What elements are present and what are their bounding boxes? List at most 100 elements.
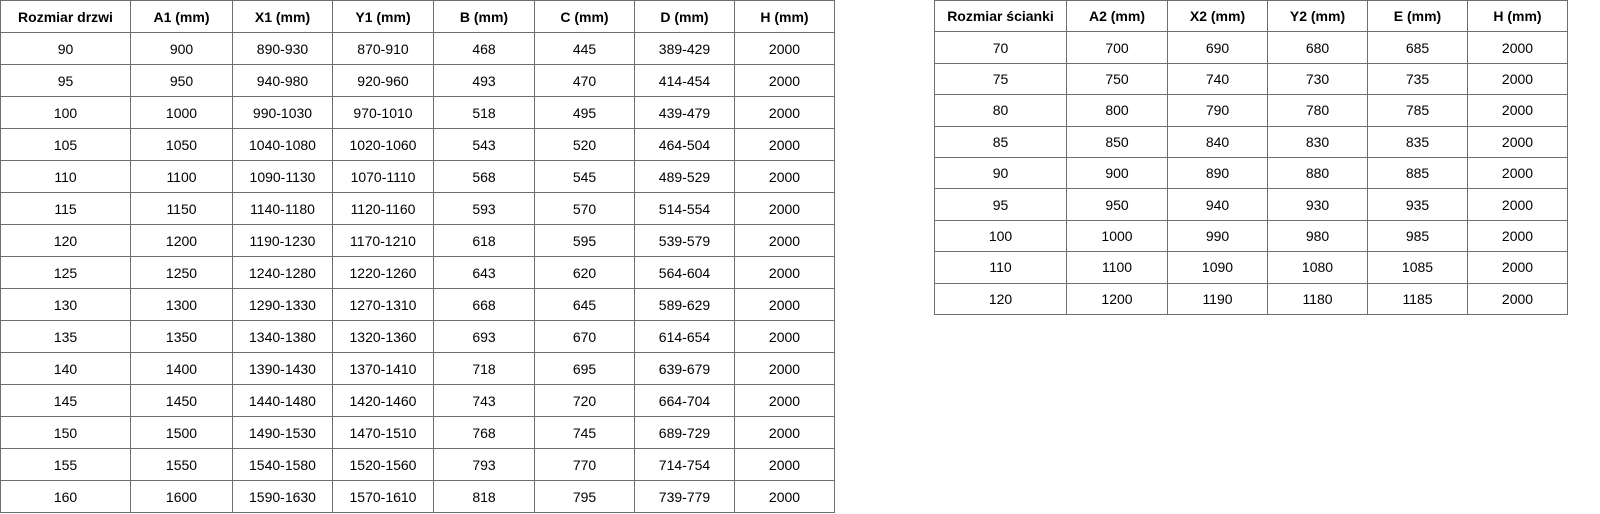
table-cell: 714-754 [634,448,735,481]
table-cell: 668 [433,288,535,321]
table-cell: 2000 [1467,62,1568,96]
table-cell: 693 [433,320,535,353]
table-cell: 1220-1260 [332,256,434,289]
table-cell: 100 [934,219,1067,253]
table-cell: 990 [1167,219,1268,253]
table-cell: 680 [1267,31,1368,64]
table-cell: 690 [1167,31,1268,64]
column-header: H (mm) [1467,0,1568,33]
table-row: 150 1500 1490-1530 1470-1510 768 745 689-729 20… [0,416,835,449]
column-header: Y1 (mm) [332,0,434,33]
table-cell: 564-604 [634,256,735,289]
table-cell: 1520-1560 [332,448,434,481]
table-cell: 850 [1066,125,1168,158]
table-cell: 645 [534,288,635,321]
table-cell: 2000 [1467,94,1568,127]
table-cell: 743 [433,384,535,417]
table-cell: 2000 [734,320,835,353]
table-cell: 568 [433,160,535,193]
table-row: 90 900 890 880 885 2000 [934,156,1568,190]
table-cell: 1070-1110 [332,160,434,193]
table-row: 160 1600 1590-1630 1570-1610 818 795 739-779 20… [0,480,835,513]
table-cell: 670 [534,320,635,353]
table-cell: 1150 [130,192,233,225]
table-cell: 790 [1167,94,1268,127]
table-cell: 1240-1280 [232,256,333,289]
table-cell: 389-429 [634,32,735,65]
table-cell: 543 [433,128,535,161]
table-cell: 970-1010 [332,96,434,129]
table-cell: 930 [1267,188,1368,221]
table-cell: 120 [934,282,1067,315]
table-cell: 495 [534,96,635,129]
table-cell: 160 [0,480,131,513]
table-cell: 785 [1367,94,1468,127]
column-header: E (mm) [1367,0,1468,33]
table-cell: 793 [433,448,535,481]
table-cell: 614-654 [634,320,735,353]
table-cell: 639-679 [634,352,735,385]
table-cell: 520 [534,128,635,161]
table-cell: 70 [934,31,1067,64]
table-cell: 2000 [1467,31,1568,64]
table-cell: 900 [1066,156,1168,190]
table-cell: 730 [1267,62,1368,96]
table-cell: 105 [0,128,131,161]
table-cell: 1600 [130,480,233,513]
table-cell: 2000 [734,64,835,97]
table-cell: 595 [534,224,635,257]
table-row: 95 950 940 930 935 2000 [934,188,1568,221]
table-cell: 980 [1267,219,1368,253]
table-cell: 1490-1530 [232,416,333,449]
table-cell: 1120-1160 [332,192,434,225]
table-cell: 589-629 [634,288,735,321]
table-cell: 1000 [1066,219,1168,253]
table-cell: 695 [534,352,635,385]
table-cell: 685 [1367,31,1468,64]
table-cell: 1550 [130,448,233,481]
table-cell: 2000 [1467,282,1568,315]
column-header: Y2 (mm) [1267,0,1368,33]
table-cell: 745 [534,416,635,449]
table-cell: 1085 [1367,251,1468,284]
table-cell: 2000 [734,288,835,321]
table-cell: 2000 [1467,156,1568,190]
table-cell: 2000 [734,352,835,385]
door-size-table: Rozmiar drzwi A1 (mm) X1 (mm) Y1 (mm) B (mm)… [0,0,835,513]
table-cell: 1300 [130,288,233,321]
table-cell: 470 [534,64,635,97]
table-cell: 1270-1310 [332,288,434,321]
table-cell: 739-779 [634,480,735,513]
table-cell: 780 [1267,94,1368,127]
table-cell: 518 [433,96,535,129]
table-cell: 539-579 [634,224,735,257]
table-row: 105 1050 1040-1080 1020-1060 543 520 464-504 20… [0,128,835,161]
table-cell: 890 [1167,156,1268,190]
table-cell: 2000 [734,416,835,449]
table-cell: 1340-1380 [232,320,333,353]
table-row: 140 1400 1390-1430 1370-1410 718 695 639-679 20… [0,352,835,385]
table-cell: 439-479 [634,96,735,129]
table-cell: 593 [433,192,535,225]
table-row: 100 1000 990 980 985 2000 [934,219,1568,253]
table-cell: 110 [934,251,1067,284]
table-cell: 85 [934,125,1067,158]
table-cell: 1370-1410 [332,352,434,385]
table-cell: 870-910 [332,32,434,65]
table-cell: 750 [1066,62,1168,96]
table-cell: 1200 [130,224,233,257]
column-header: Rozmiar ścianki [934,0,1067,33]
table-cell: 1350 [130,320,233,353]
table-cell: 75 [934,62,1067,96]
table-cell: 2000 [734,128,835,161]
column-header: X2 (mm) [1167,0,1268,33]
table-row: 120 1200 1190 1180 1185 2000 [934,282,1568,315]
table-cell: 90 [934,156,1067,190]
table-cell: 890-930 [232,32,333,65]
table-cell: 740 [1167,62,1268,96]
table-cell: 1190-1230 [232,224,333,257]
column-header: B (mm) [433,0,535,33]
table-cell: 770 [534,448,635,481]
wall-size-table: Rozmiar ścianki A2 (mm) X2 (mm) Y2 (mm) E (m… [934,0,1568,315]
table-cell: 1470-1510 [332,416,434,449]
